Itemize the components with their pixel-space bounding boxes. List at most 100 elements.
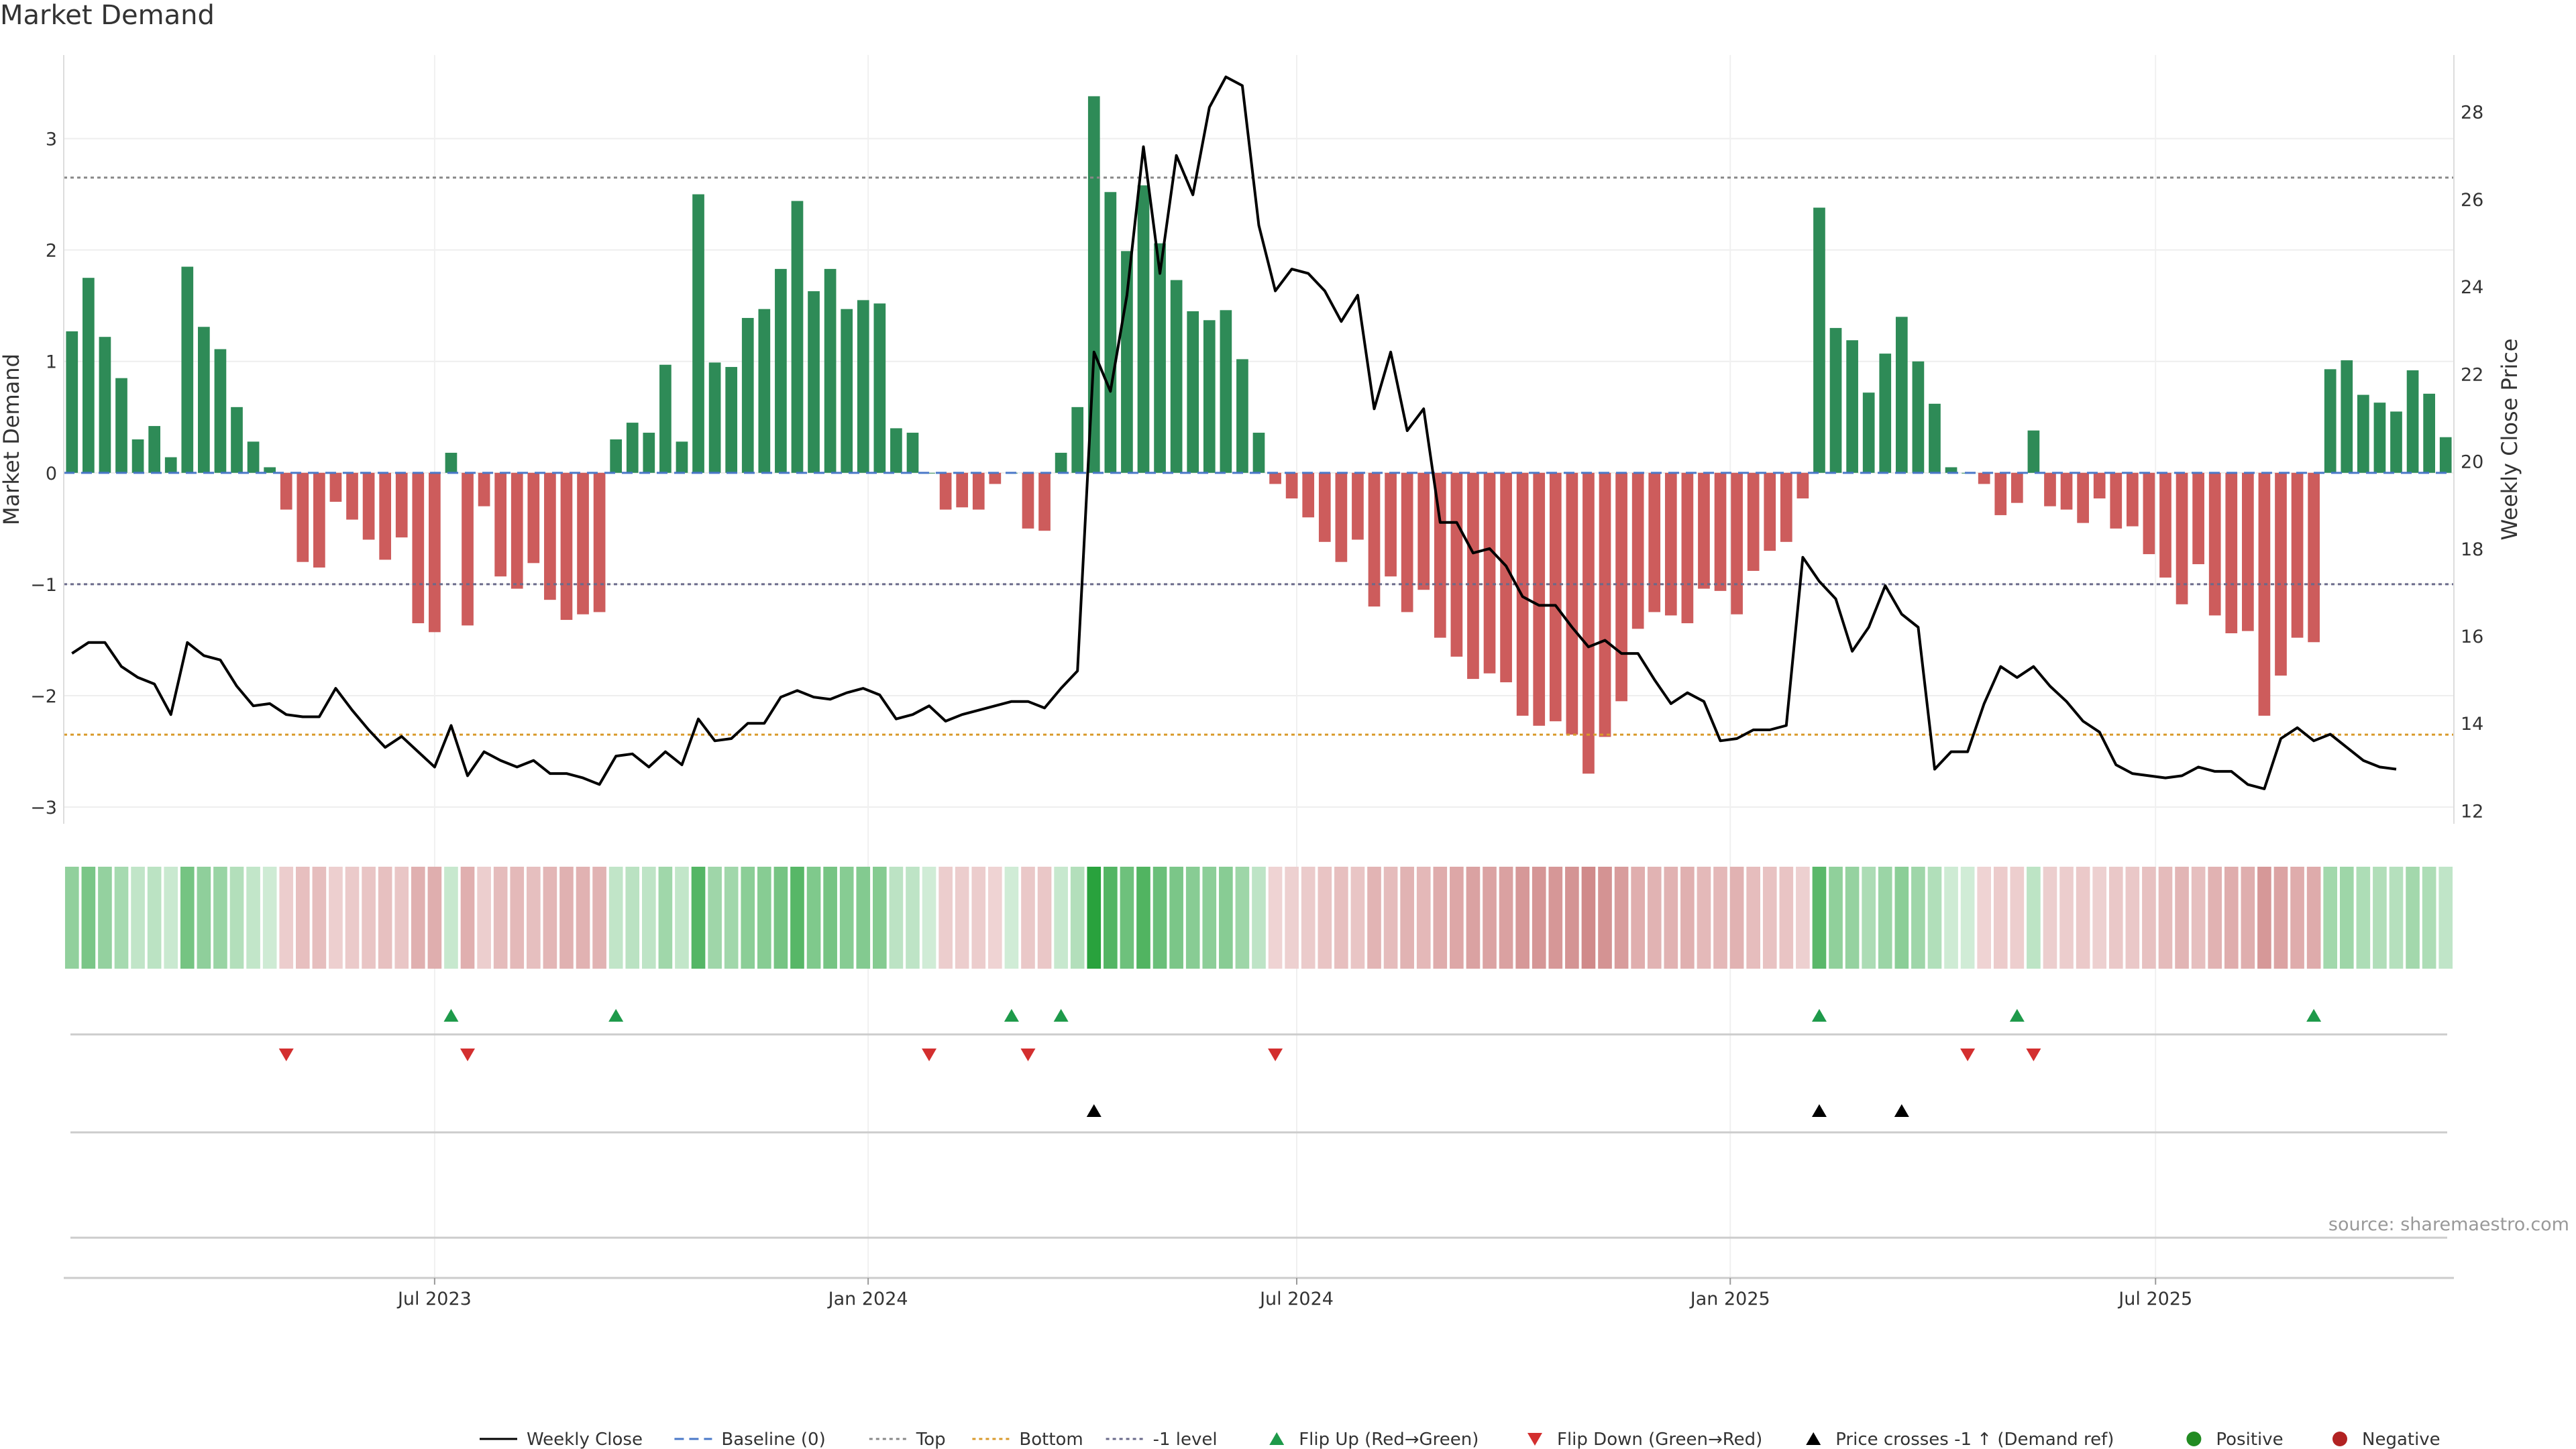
x-tick-label: Jul 2023: [396, 1289, 472, 1309]
bar-negative: [1747, 472, 1760, 571]
bar-negative: [2176, 472, 2188, 604]
y-axis-title: Market Demand: [0, 354, 24, 525]
heat-cell: [543, 867, 557, 969]
bar-negative: [956, 472, 969, 508]
bar-positive: [1929, 403, 1941, 473]
bar-positive: [99, 337, 111, 473]
x-tick-label: Jan 2024: [827, 1289, 908, 1309]
heat-cell: [1169, 867, 1183, 969]
bar-negative: [2126, 472, 2139, 527]
heat-cell: [1334, 867, 1348, 969]
bar-negative: [1417, 472, 1430, 590]
heat-cell: [1680, 867, 1695, 969]
bar-negative: [544, 472, 556, 600]
heat-cell: [1927, 867, 1942, 969]
bar-positive: [2439, 437, 2452, 473]
heat-cell: [460, 867, 475, 969]
bar-positive: [758, 309, 771, 473]
flip-up-marker: [443, 1009, 459, 1022]
bar-negative: [1648, 472, 1661, 612]
heat-cell: [2422, 867, 2436, 969]
heat-cell: [213, 867, 227, 969]
heat-cell: [2191, 867, 2206, 969]
bar-positive: [1220, 310, 1232, 473]
bar-positive: [841, 309, 853, 473]
bar-negative: [280, 472, 292, 510]
bar-negative: [362, 472, 375, 540]
bar-negative: [1599, 472, 1611, 737]
y2-tick-label: 24: [2461, 277, 2483, 298]
heat-cell: [955, 867, 969, 969]
legend-item: Baseline (0): [674, 1430, 826, 1449]
heat-cell: [1862, 867, 1876, 969]
bar-negative: [1994, 472, 2007, 515]
heat-cell: [724, 867, 739, 969]
bar-negative: [1269, 472, 1281, 484]
heat-cell: [1004, 867, 1019, 969]
bar-positive: [824, 268, 837, 473]
heat-cell: [81, 867, 96, 969]
bar-positive: [1879, 354, 1892, 473]
heat-cell: [1235, 867, 1250, 969]
bar-positive: [1104, 192, 1117, 473]
heat-cell: [1647, 867, 1662, 969]
heat-cell: [279, 867, 294, 969]
bar-negative: [1450, 472, 1463, 657]
bar-positive: [1846, 340, 1858, 473]
bar-positive: [643, 433, 655, 473]
flip-up-marker: [608, 1009, 624, 1022]
bar-positive: [906, 433, 919, 473]
legend-item: Flip Down (Green→Red): [1527, 1430, 1762, 1449]
heat-cell: [1433, 867, 1448, 969]
heat-cell: [114, 867, 129, 969]
bar-negative: [1764, 472, 1776, 551]
heat-cell: [790, 867, 804, 969]
heat-cell: [1960, 867, 1975, 969]
heat-cell: [889, 867, 904, 969]
heat-cell: [526, 867, 541, 969]
bar-positive: [676, 441, 688, 473]
heat-cell: [1202, 867, 1217, 969]
flip-down-marker: [278, 1049, 294, 1061]
heat-cell: [757, 867, 771, 969]
bar-positive: [873, 303, 886, 473]
heat-cell: [2241, 867, 2255, 969]
bar-negative: [2208, 472, 2221, 616]
heat-cell: [2092, 867, 2107, 969]
heat-cell: [2273, 867, 2288, 969]
heat-cell: [246, 867, 260, 969]
y-tick-label: 1: [46, 352, 57, 373]
legend-label: Price crosses -1 ↑ (Demand ref): [1835, 1430, 2114, 1449]
bar-positive: [923, 472, 935, 474]
heat-cell: [1120, 867, 1134, 969]
heat-cell: [1829, 867, 1843, 969]
heat-cell: [823, 867, 837, 969]
legend-swatch: [2332, 1432, 2347, 1446]
legend-item: Positive: [2186, 1430, 2284, 1449]
heat-cell: [1285, 867, 1299, 969]
legend-label: Bottom: [1019, 1430, 1083, 1449]
heat-cell: [1614, 867, 1629, 969]
bar-negative: [1500, 472, 1512, 683]
heat-cell: [1400, 867, 1414, 969]
heat-cell: [394, 867, 409, 969]
heat-cell: [98, 867, 112, 969]
heat-cell: [2373, 867, 2387, 969]
bar-positive: [1087, 96, 1100, 473]
bar-negative: [989, 472, 1002, 484]
y2-tick-label: 22: [2461, 364, 2483, 385]
heat-cell: [2406, 867, 2420, 969]
bar-negative: [2258, 472, 2271, 716]
bar-negative: [1038, 472, 1051, 531]
heat-cell: [2356, 867, 2371, 969]
heat-cell: [906, 867, 920, 969]
flip-up-marker: [1053, 1009, 1069, 1022]
bar-positive: [659, 364, 672, 473]
bar-negative: [1681, 472, 1694, 624]
heat-cell: [164, 867, 178, 969]
legend-swatch: [2186, 1432, 2202, 1446]
heat-cell: [2306, 867, 2321, 969]
heat-cell: [625, 867, 640, 969]
legend-label: Negative: [2362, 1430, 2440, 1449]
